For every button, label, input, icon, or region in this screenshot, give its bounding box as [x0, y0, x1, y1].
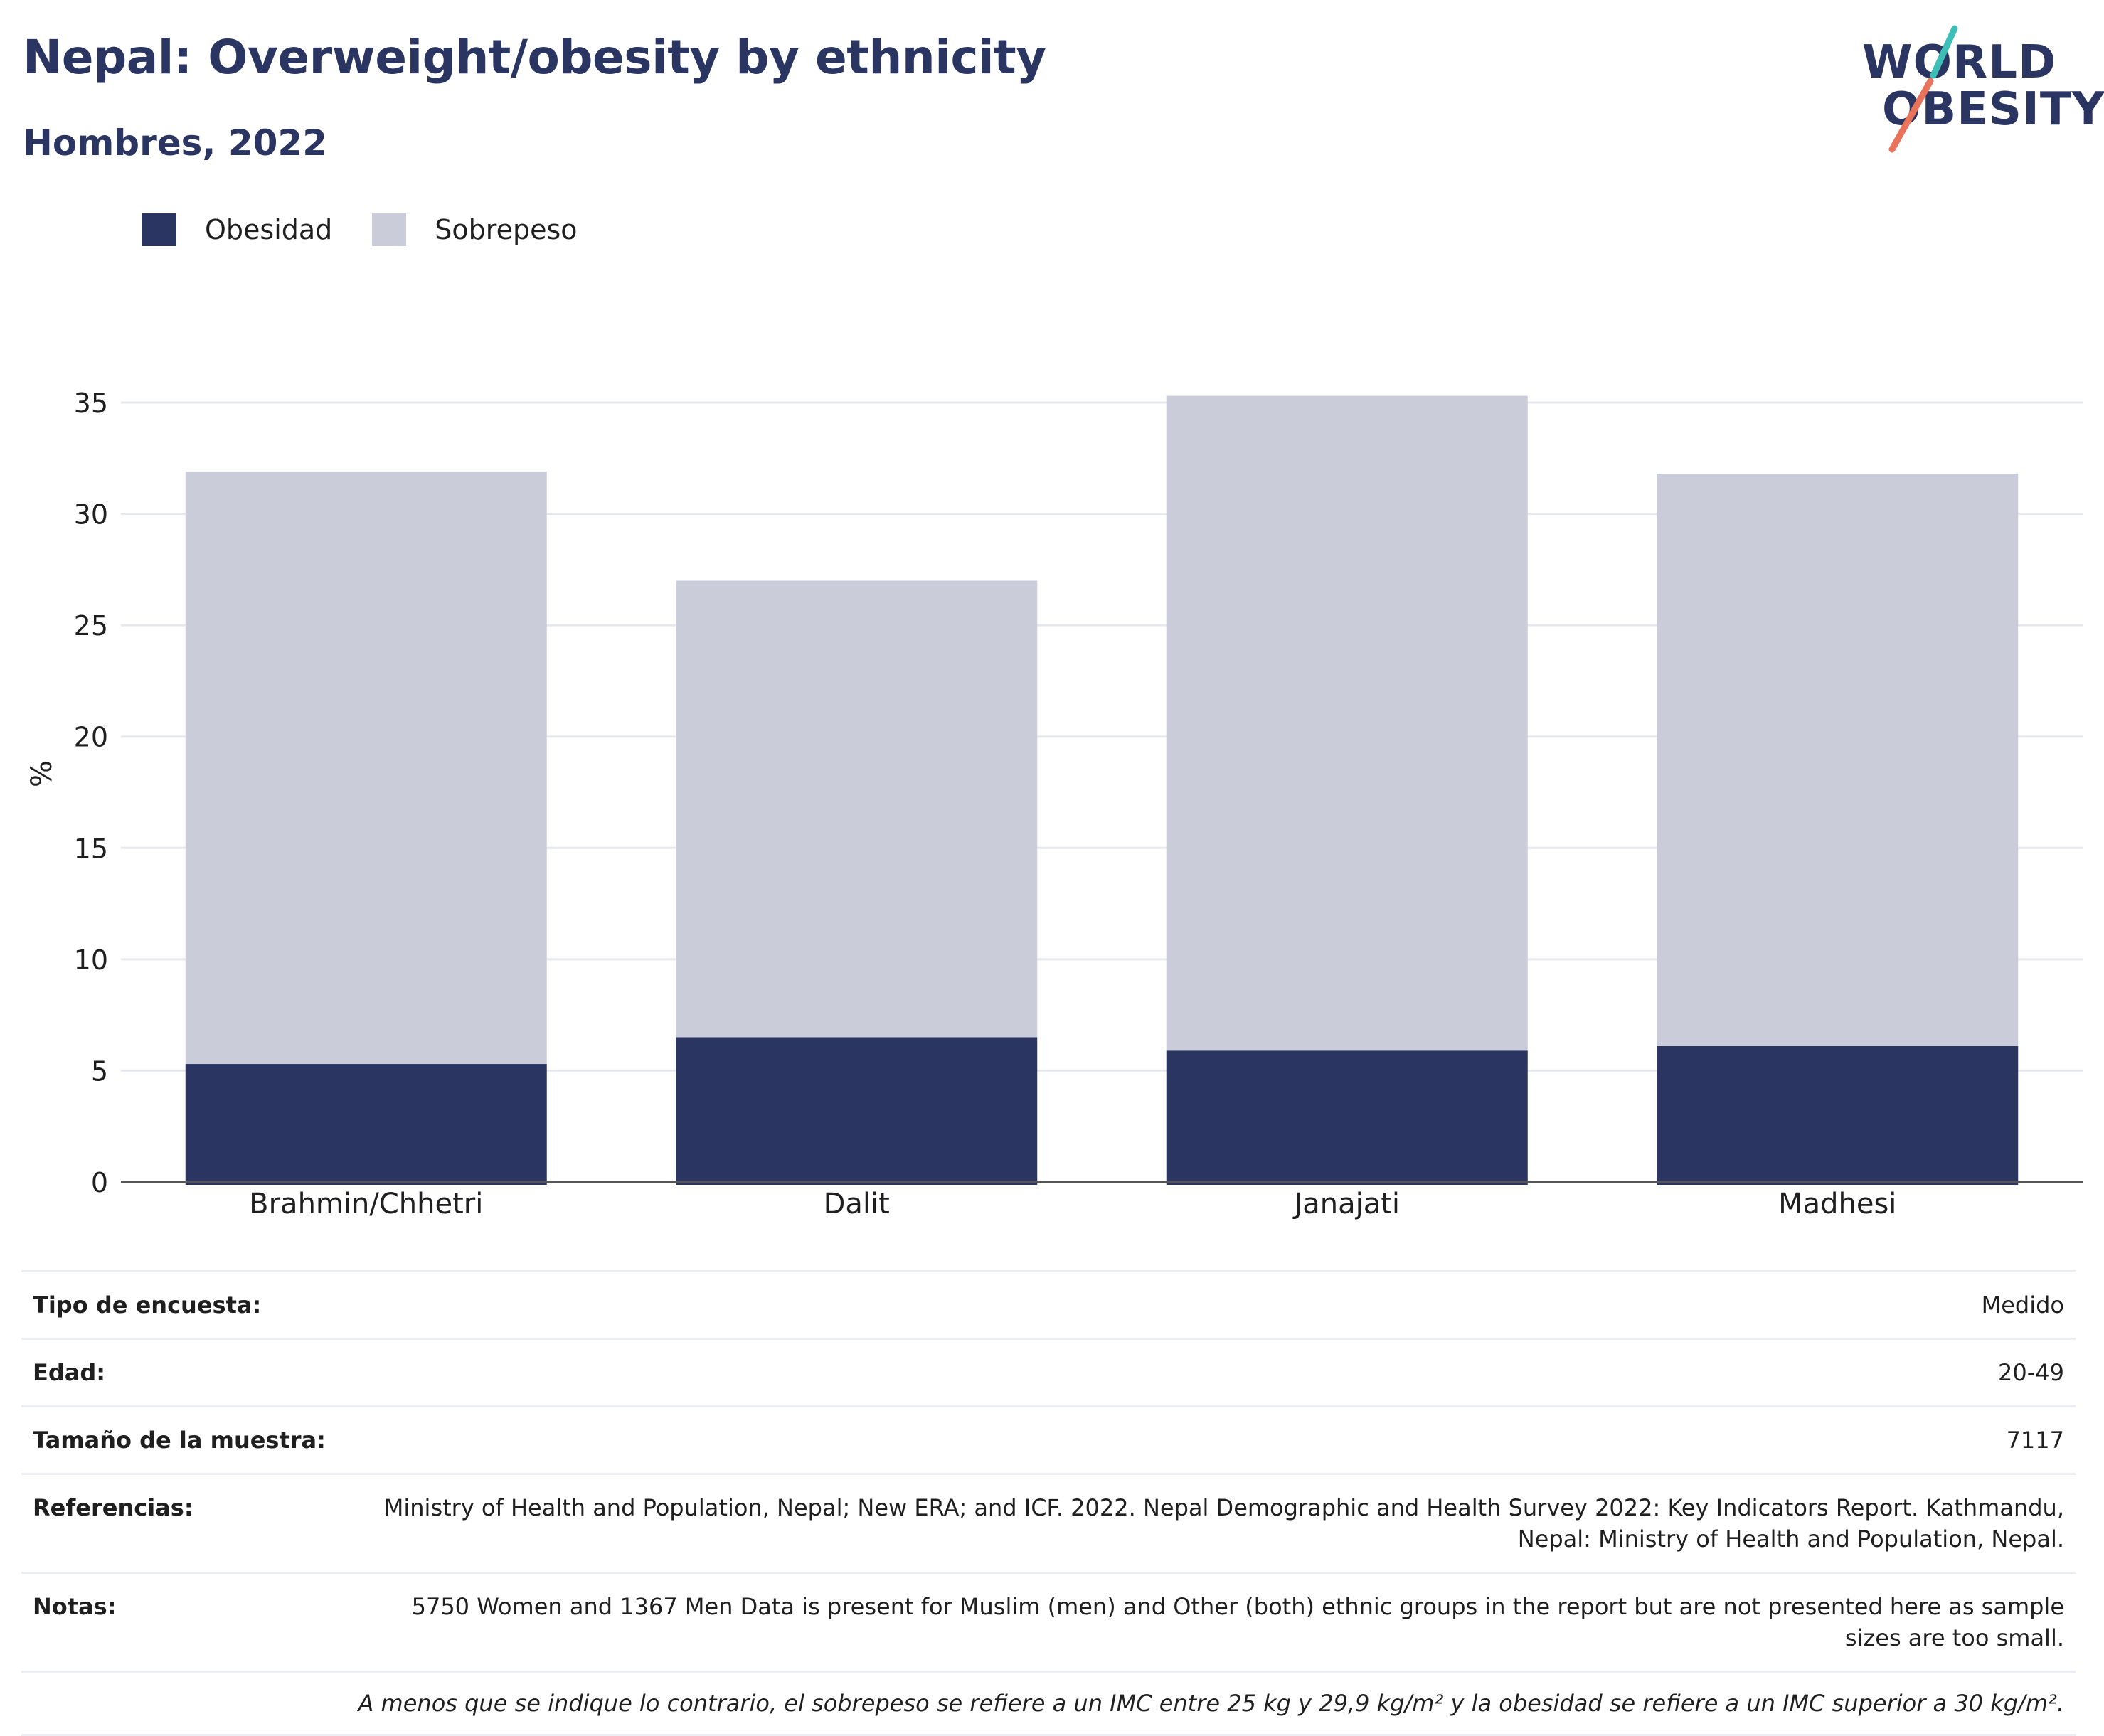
info-key: Notas:: [33, 1593, 117, 1620]
bar-obesity: [1166, 1050, 1528, 1185]
info-value: Ministry of Health and Population, Nepal…: [383, 1494, 2064, 1553]
world-obesity-logo: WORLD OBESITY: [1862, 21, 2104, 153]
legend-swatch-obesity: [142, 213, 176, 246]
legend-swatch-overweight: [372, 213, 407, 246]
x-tick-label: Madhesi: [1778, 1188, 1896, 1220]
bar-overweight: [676, 580, 1038, 1038]
y-tick-label: 10: [74, 944, 108, 976]
bar-obesity: [1657, 1045, 2019, 1185]
survey-info-table: Tipo de encuesta: Medido Edad: 20-49 Tamaño …: [21, 1270, 2076, 1736]
info-row: Edad: 20-49: [21, 1338, 2076, 1405]
bar-overweight: [1166, 395, 1528, 1051]
y-tick-label: 20: [74, 722, 108, 753]
y-tick-label: 30: [74, 499, 108, 531]
y-tick-label: 0: [91, 1167, 108, 1198]
y-tick-label: 25: [74, 610, 108, 641]
y-tick-label: 15: [74, 833, 108, 864]
x-tick-label: Janajati: [1292, 1188, 1400, 1220]
logo-line-1: WORLD: [1862, 36, 2057, 89]
x-tick-label: Dalit: [824, 1188, 890, 1220]
info-row: Tipo de encuesta: Medido: [21, 1270, 2076, 1338]
y-axis-label: %: [26, 760, 58, 787]
info-key: Tipo de encuesta:: [33, 1292, 262, 1319]
info-key: Edad:: [33, 1359, 106, 1386]
info-row: Notas: 5750 Women and 1367 Men Data is pr…: [21, 1572, 2076, 1671]
legend-item-obesity[interactable]: Obesidad: [142, 213, 332, 246]
x-tick-label: Brahmin/Chhetri: [249, 1188, 483, 1220]
logo-slash-icon: [1888, 25, 1958, 153]
bar-overweight: [1657, 474, 2019, 1046]
bar-overweight: [185, 472, 547, 1065]
info-row: Referencias: Ministry of Health and Popul…: [21, 1473, 2076, 1572]
page-title: Nepal: Overweight/obesity by ethnicity: [23, 30, 1046, 85]
info-key: Tamaño de la muestra:: [33, 1427, 326, 1454]
legend-label-overweight: Sobrepeso: [435, 214, 578, 245]
bar-obesity: [676, 1037, 1038, 1185]
info-row: Tamaño de la muestra: 7117: [21, 1405, 2076, 1473]
info-value: 7117: [2006, 1427, 2064, 1454]
definition-footnote: A menos que se indique lo contrario, el …: [21, 1671, 2076, 1736]
stacked-bar-chart: 0 5 10 15 20 25 30 35 Brahmin/Chhetri Dalit Janaja…: [26, 388, 2083, 1220]
info-value: Medido: [1981, 1292, 2064, 1319]
bars: [185, 395, 2019, 1185]
page-subtitle: Hombres, 2022: [23, 122, 327, 164]
bar-obesity: [185, 1064, 547, 1185]
logo-line-2: OBESITY: [1882, 83, 2104, 136]
legend-label-obesity: Obesidad: [205, 214, 333, 245]
chart-legend: Obesidad Sobrepeso: [142, 213, 617, 246]
y-tick-label: 5: [91, 1055, 108, 1087]
info-key: Referencias:: [33, 1494, 193, 1521]
y-tick-label: 35: [74, 388, 108, 419]
legend-item-overweight[interactable]: Sobrepeso: [372, 213, 578, 246]
axes: 0 5 10 15 20 25 30 35 Brahmin/Chhetri Dalit Janaja…: [74, 388, 2083, 1220]
info-value: 5750 Women and 1367 Men Data is present …: [411, 1593, 2064, 1651]
info-value: 20-49: [1998, 1359, 2064, 1386]
